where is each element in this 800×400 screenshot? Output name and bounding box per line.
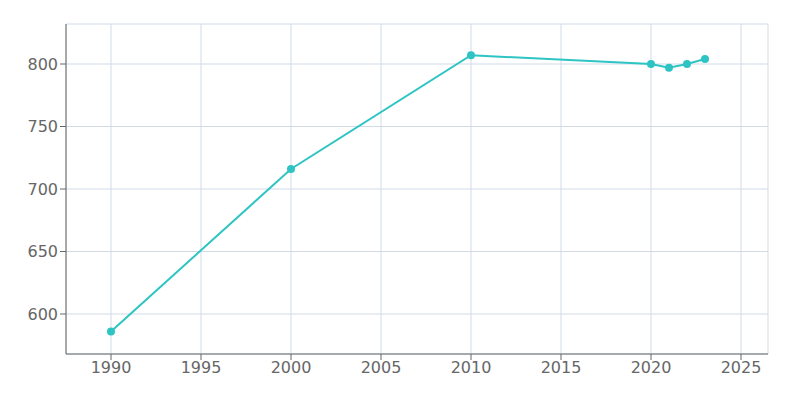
- svg-text:750: 750: [27, 117, 58, 136]
- svg-text:1995: 1995: [181, 358, 222, 377]
- svg-text:2025: 2025: [721, 358, 762, 377]
- svg-text:650: 650: [27, 242, 58, 261]
- svg-text:2015: 2015: [541, 358, 582, 377]
- svg-text:2005: 2005: [361, 358, 402, 377]
- svg-text:2000: 2000: [271, 358, 312, 377]
- svg-text:2010: 2010: [451, 358, 492, 377]
- svg-text:800: 800: [27, 55, 58, 74]
- svg-text:600: 600: [27, 305, 58, 324]
- svg-text:700: 700: [27, 180, 58, 199]
- svg-text:1990: 1990: [91, 358, 132, 377]
- svg-text:2020: 2020: [631, 358, 672, 377]
